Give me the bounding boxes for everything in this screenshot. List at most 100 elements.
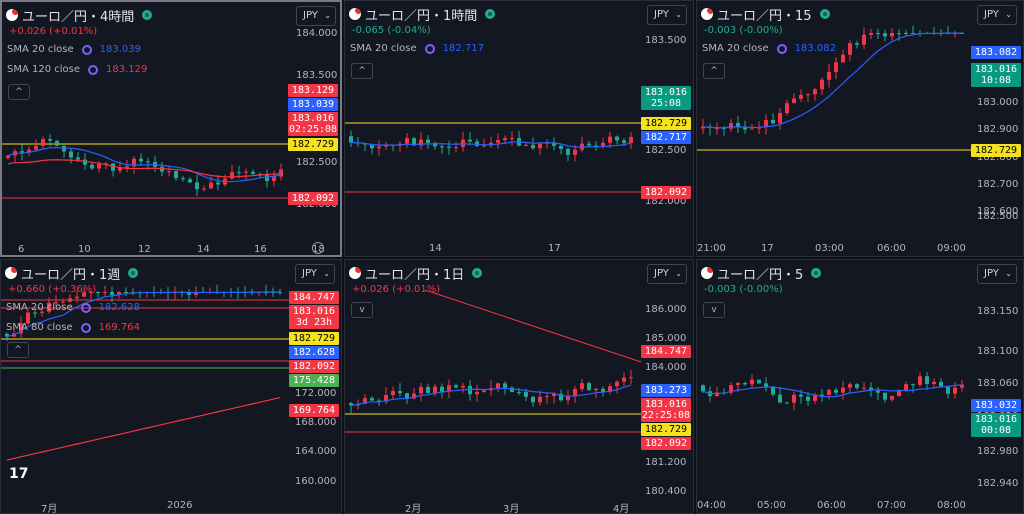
price-change: +0.026 (+0.01%) xyxy=(9,26,98,37)
candle-body xyxy=(827,389,831,395)
price-tag: 182.628 xyxy=(289,346,339,359)
candle-body xyxy=(897,33,901,34)
indicator-value: 183.082 xyxy=(794,43,837,54)
candle-body xyxy=(124,292,128,293)
chart-panel-p3[interactable]: ユーロ／円・15 -0.003 (-0.00%) SMA 20 close 183… xyxy=(696,0,1024,257)
currency-select[interactable]: JPY ⌄ xyxy=(647,264,687,284)
price-plot[interactable] xyxy=(697,1,1024,257)
symbol-title[interactable]: ユーロ／円・15 xyxy=(717,8,812,24)
collapse-legend-button[interactable]: ^ xyxy=(8,84,30,100)
indicator-settings-icon[interactable] xyxy=(776,43,787,54)
candle-body xyxy=(377,400,381,402)
collapse-legend-button[interactable]: ^ xyxy=(351,63,373,79)
collapse-legend-button[interactable]: ^ xyxy=(703,63,725,79)
indicator-legend[interactable]: SMA 20 close 183.082 xyxy=(702,43,836,54)
candle-body xyxy=(715,392,719,397)
symbol-title[interactable]: ユーロ／円・1週 xyxy=(21,267,121,283)
chevron-down-icon: ⌄ xyxy=(1005,269,1012,278)
price-plot[interactable] xyxy=(697,260,1024,514)
indicator-settings-icon[interactable] xyxy=(80,302,91,313)
price-tag-value: 182.729 xyxy=(974,145,1018,156)
y-axis-label: 182.940 xyxy=(977,478,1019,489)
candle-body xyxy=(117,292,121,295)
candle-body xyxy=(405,138,409,144)
indicator-name: SMA 20 close xyxy=(350,43,417,54)
symbol-title[interactable]: ユーロ／円・1日 xyxy=(365,267,465,283)
tradingview-logo-icon[interactable]: 17 xyxy=(9,466,29,482)
symbol-header[interactable]: ユーロ／円・1週 xyxy=(5,263,139,283)
symbol-title[interactable]: ユーロ／円・1時間 xyxy=(365,8,478,24)
candle-body xyxy=(349,402,353,406)
candle-body xyxy=(83,159,87,165)
candle-body xyxy=(960,384,964,388)
chart-panel-p2[interactable]: ユーロ／円・1時間 -0.065 (-0.04%) SMA 20 close 18… xyxy=(344,0,694,257)
chart-panel-p6[interactable]: ユーロ／円・5 -0.003 (-0.00%) v JPY ⌄ 183.150 183.1… xyxy=(696,259,1024,514)
symbol-header[interactable]: ユーロ／円・5 xyxy=(701,263,822,283)
chevron-down-icon: ⌄ xyxy=(323,269,330,278)
candle-body xyxy=(5,333,9,337)
candle-body xyxy=(799,394,803,397)
symbol-title[interactable]: ユーロ／円・4時間 xyxy=(22,9,135,25)
candle-body xyxy=(419,139,423,146)
symbol-header[interactable]: ユーロ／円・4時間 xyxy=(6,5,153,25)
candle-body xyxy=(615,381,619,387)
collapse-legend-button[interactable]: v xyxy=(351,302,373,318)
candle-body xyxy=(279,169,283,177)
candle-body xyxy=(876,33,880,34)
price-plot[interactable] xyxy=(345,1,694,257)
indicator-legend[interactable]: SMA 80 close 169.764 xyxy=(6,322,140,333)
indicator-settings-icon[interactable] xyxy=(424,43,435,54)
collapse-legend-button[interactable]: ^ xyxy=(7,342,29,358)
indicator-settings-icon[interactable] xyxy=(80,322,91,333)
candle-body xyxy=(531,144,535,149)
chart-settings-gear-icon[interactable] xyxy=(312,242,324,254)
collapse-legend-button[interactable]: v xyxy=(703,302,725,318)
candle-body xyxy=(181,178,185,180)
candle-body xyxy=(552,142,556,146)
price-plot[interactable] xyxy=(2,2,342,257)
chart-panel-p5[interactable]: ユーロ／円・1日 +0.026 (+0.01%) v JPY ⌄ 186.000 185.… xyxy=(344,259,694,514)
price-tag-countdown: 25:08 xyxy=(650,98,682,109)
price-tag-value: 182.729 xyxy=(644,118,688,129)
candle-body xyxy=(848,384,852,388)
symbol-header[interactable]: ユーロ／円・1日 xyxy=(349,263,483,283)
symbol-title[interactable]: ユーロ／円・5 xyxy=(717,267,804,283)
indicator-settings-icon[interactable] xyxy=(88,64,99,75)
price-plot[interactable] xyxy=(1,260,342,514)
price-plot[interactable] xyxy=(345,260,694,514)
symbol-header[interactable]: ユーロ／円・1時間 xyxy=(349,4,496,24)
indicator-settings-icon[interactable] xyxy=(81,44,92,55)
candle-body xyxy=(209,182,213,189)
price-tag: 183.016 3d 23h xyxy=(289,305,339,329)
candle-body xyxy=(869,33,873,35)
candle-body xyxy=(531,396,535,403)
price-tag: 183.039 xyxy=(288,98,338,111)
indicator-legend[interactable]: SMA 20 close 182.717 xyxy=(350,43,484,54)
chart-panel-p4[interactable]: ユーロ／円・1週 +0.660 (+0.36%) SMA 20 close 182… xyxy=(0,259,342,514)
currency-label: JPY xyxy=(302,268,317,279)
indicator-legend[interactable]: SMA 120 close 183.129 xyxy=(7,64,147,75)
chart-panel-p1[interactable]: ユーロ／円・4時間 +0.026 (+0.01%) SMA 20 close 18… xyxy=(0,0,342,257)
currency-select[interactable]: JPY ⌄ xyxy=(296,6,336,26)
candle-body xyxy=(40,311,44,313)
candle-body xyxy=(841,54,845,63)
symbol-header[interactable]: ユーロ／円・15 xyxy=(701,4,830,24)
currency-select[interactable]: JPY ⌄ xyxy=(647,5,687,25)
market-open-icon xyxy=(819,9,830,19)
price-tag-value: 182.092 xyxy=(291,193,335,204)
y-axis-label: 182.900 xyxy=(977,124,1019,135)
candle-body xyxy=(573,149,577,155)
currency-select[interactable]: JPY ⌄ xyxy=(977,264,1017,284)
candle-body xyxy=(538,143,542,149)
indicator-legend[interactable]: SMA 20 close 182.628 xyxy=(6,302,140,313)
candle-body xyxy=(27,149,31,153)
candle-body xyxy=(440,146,444,148)
price-tag-value: 182.092 xyxy=(644,438,688,449)
currency-select[interactable]: JPY ⌄ xyxy=(977,5,1017,25)
indicator-legend[interactable]: SMA 20 close 183.039 xyxy=(7,44,141,55)
trend-line[interactable] xyxy=(424,289,642,363)
candle-body xyxy=(608,136,612,143)
x-axis-label: 21:00 xyxy=(697,243,726,254)
price-tag-value: 183.016 xyxy=(292,306,336,317)
currency-select[interactable]: JPY ⌄ xyxy=(295,264,335,284)
